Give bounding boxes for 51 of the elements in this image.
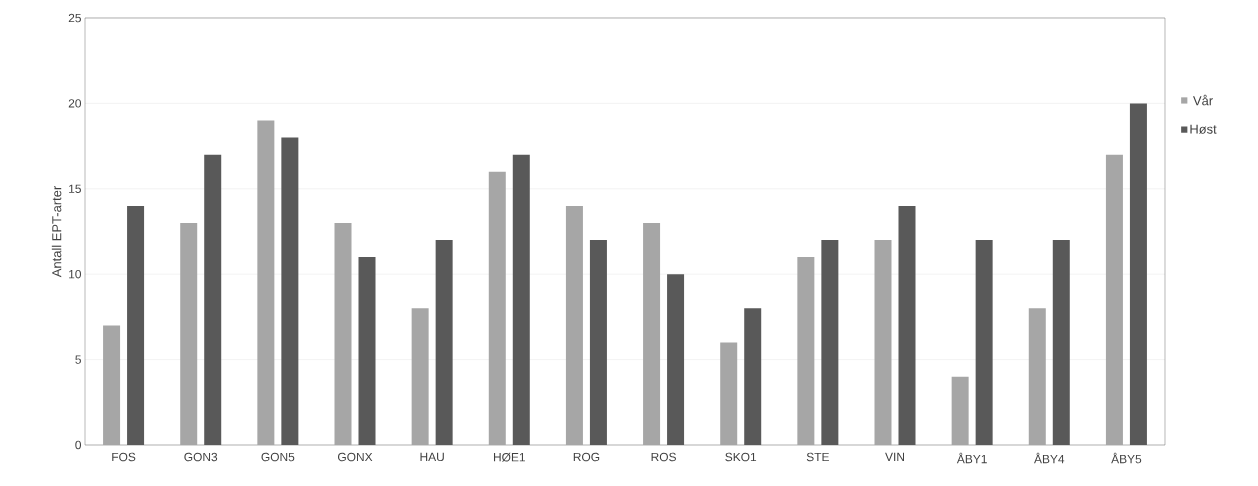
bar xyxy=(488,171,506,445)
bar xyxy=(411,308,429,445)
bar xyxy=(589,240,607,445)
bar xyxy=(1129,103,1147,445)
x-tick-label: SKO1 xyxy=(725,452,757,462)
bar xyxy=(512,154,530,445)
y-tick-label: 25 xyxy=(68,13,81,23)
x-tick-label: VIN xyxy=(885,452,904,461)
bar xyxy=(334,222,352,445)
x-tick-label: HØE1 xyxy=(493,452,525,462)
bar xyxy=(975,240,993,445)
x-tick-label: ÅBY4 xyxy=(1034,452,1065,464)
y-tick-label: 5 xyxy=(75,355,81,364)
x-tick-label: ÅBY5 xyxy=(1111,452,1142,464)
x-tick-label: GON3 xyxy=(184,452,218,462)
bar xyxy=(1052,240,1070,445)
bar xyxy=(1105,154,1123,445)
bar xyxy=(667,274,685,445)
y-axis-title: Antall EPT-arter xyxy=(51,186,62,278)
bar xyxy=(435,240,453,445)
x-tick-label: FOS xyxy=(112,452,136,462)
bar xyxy=(281,137,299,445)
bar xyxy=(1028,308,1046,445)
bar xyxy=(643,222,661,445)
legend-label: Vår xyxy=(1193,94,1213,106)
bar xyxy=(821,240,839,445)
bar xyxy=(103,325,121,445)
x-tick-label: ROG xyxy=(573,452,600,462)
x-tick-label: ROS xyxy=(651,452,676,462)
x-tick-label: GONX xyxy=(337,452,373,462)
y-tick-label: 10 xyxy=(69,269,82,279)
x-tick-label: STE xyxy=(806,452,829,462)
bar xyxy=(898,205,916,445)
bar xyxy=(565,205,583,445)
bar xyxy=(874,240,892,445)
bar xyxy=(797,257,815,445)
x-tick-label: GON5 xyxy=(261,452,295,462)
bar xyxy=(951,376,969,445)
bar xyxy=(257,120,275,445)
bar xyxy=(720,342,738,445)
x-tick-label: ÅBY1 xyxy=(956,452,987,464)
bar xyxy=(127,205,145,445)
y-tick-label: 20 xyxy=(68,99,82,108)
bar xyxy=(744,308,762,445)
y-tick-label: 0 xyxy=(75,440,82,450)
bar xyxy=(204,154,222,445)
legend-label: Høst xyxy=(1190,124,1217,134)
y-tick-label: 15 xyxy=(69,184,81,193)
bar xyxy=(358,257,376,445)
x-tick-label: HAU xyxy=(420,452,444,462)
bar xyxy=(180,222,198,445)
